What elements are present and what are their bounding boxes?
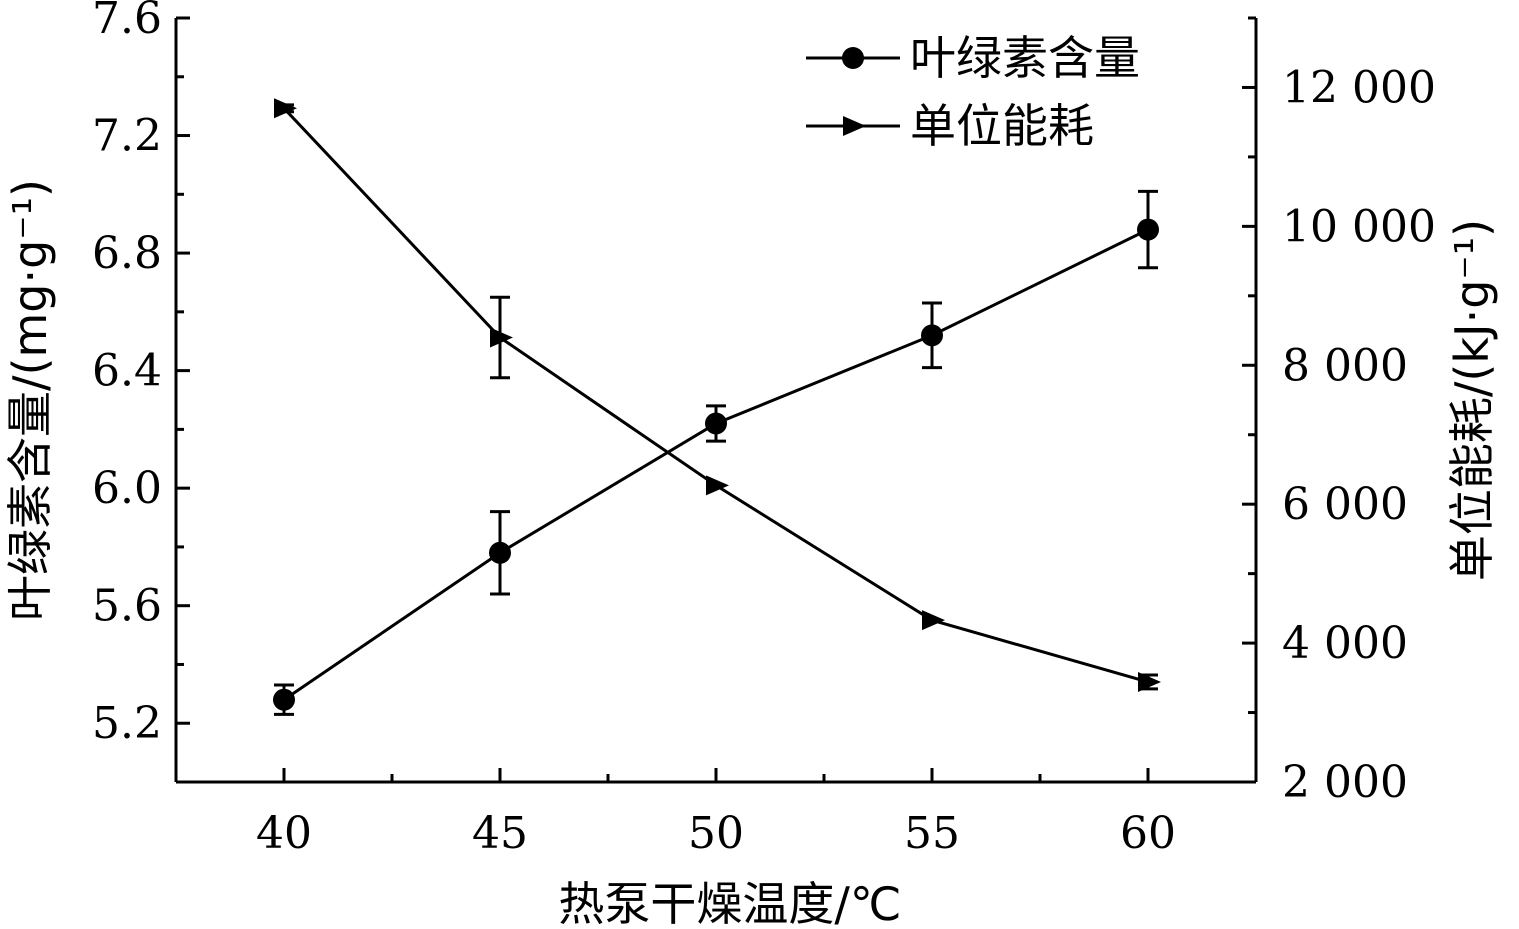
right-tick-label: 4 000 [1282, 618, 1408, 669]
left-tick-label: 7.6 [92, 0, 162, 44]
right-tick-label: 12 000 [1282, 62, 1436, 113]
series-1 [274, 98, 1161, 692]
left-tick-label: 6.8 [92, 228, 162, 279]
data-point [1137, 218, 1159, 241]
x-tick-label: 55 [904, 808, 960, 859]
data-point [490, 327, 513, 348]
data-point [489, 541, 511, 564]
left-tick-label: 6.4 [92, 346, 162, 397]
x-tick-label: 45 [472, 808, 528, 859]
left-axis-ticks: 5.2 5.6 6.0 6.4 6.8 7.2 7.6 [92, 0, 190, 784]
right-y-axis-title: 单位能耗/(kJ·g⁻¹) [1445, 219, 1499, 581]
left-tick-label: 5.6 [92, 581, 162, 632]
left-tick-label: 6.0 [92, 463, 162, 514]
series-line [282, 107, 1149, 684]
x-tick-label: 60 [1120, 808, 1176, 859]
right-axis-ticks: 2 000 4 000 6 000 8 000 10 000 12 000 [1242, 16, 1436, 808]
right-tick-label: 10 000 [1282, 201, 1436, 252]
left-tick-label: 5.2 [92, 698, 162, 749]
legend-marker [843, 116, 866, 136]
data-point [705, 412, 727, 435]
left-y-axis-title: 叶绿素含量/(mg·g⁻¹) [3, 179, 57, 621]
legend-label: 叶绿素含量 [910, 31, 1140, 85]
x-tick-label: 50 [688, 808, 744, 859]
x-tick-label: 40 [256, 808, 312, 859]
x-axis-ticks: 40 45 50 55 60 [256, 768, 1176, 859]
legend-label: 单位能耗 [910, 99, 1094, 153]
data-point [1138, 671, 1161, 692]
series-0 [273, 189, 1159, 716]
legend-marker [842, 47, 864, 69]
right-tick-label: 2 000 [1282, 757, 1408, 808]
data-point [274, 98, 297, 119]
right-tick-label: 8 000 [1282, 340, 1408, 391]
data-point [922, 610, 945, 631]
x-axis-title: 热泵干燥温度/℃ [558, 877, 901, 929]
series-line [283, 228, 1149, 701]
data-point [921, 324, 943, 347]
series-layer [273, 98, 1161, 716]
data-point [273, 688, 295, 711]
left-tick-label: 7.2 [92, 111, 162, 162]
right-tick-label: 6 000 [1282, 479, 1408, 530]
data-point [706, 475, 729, 496]
